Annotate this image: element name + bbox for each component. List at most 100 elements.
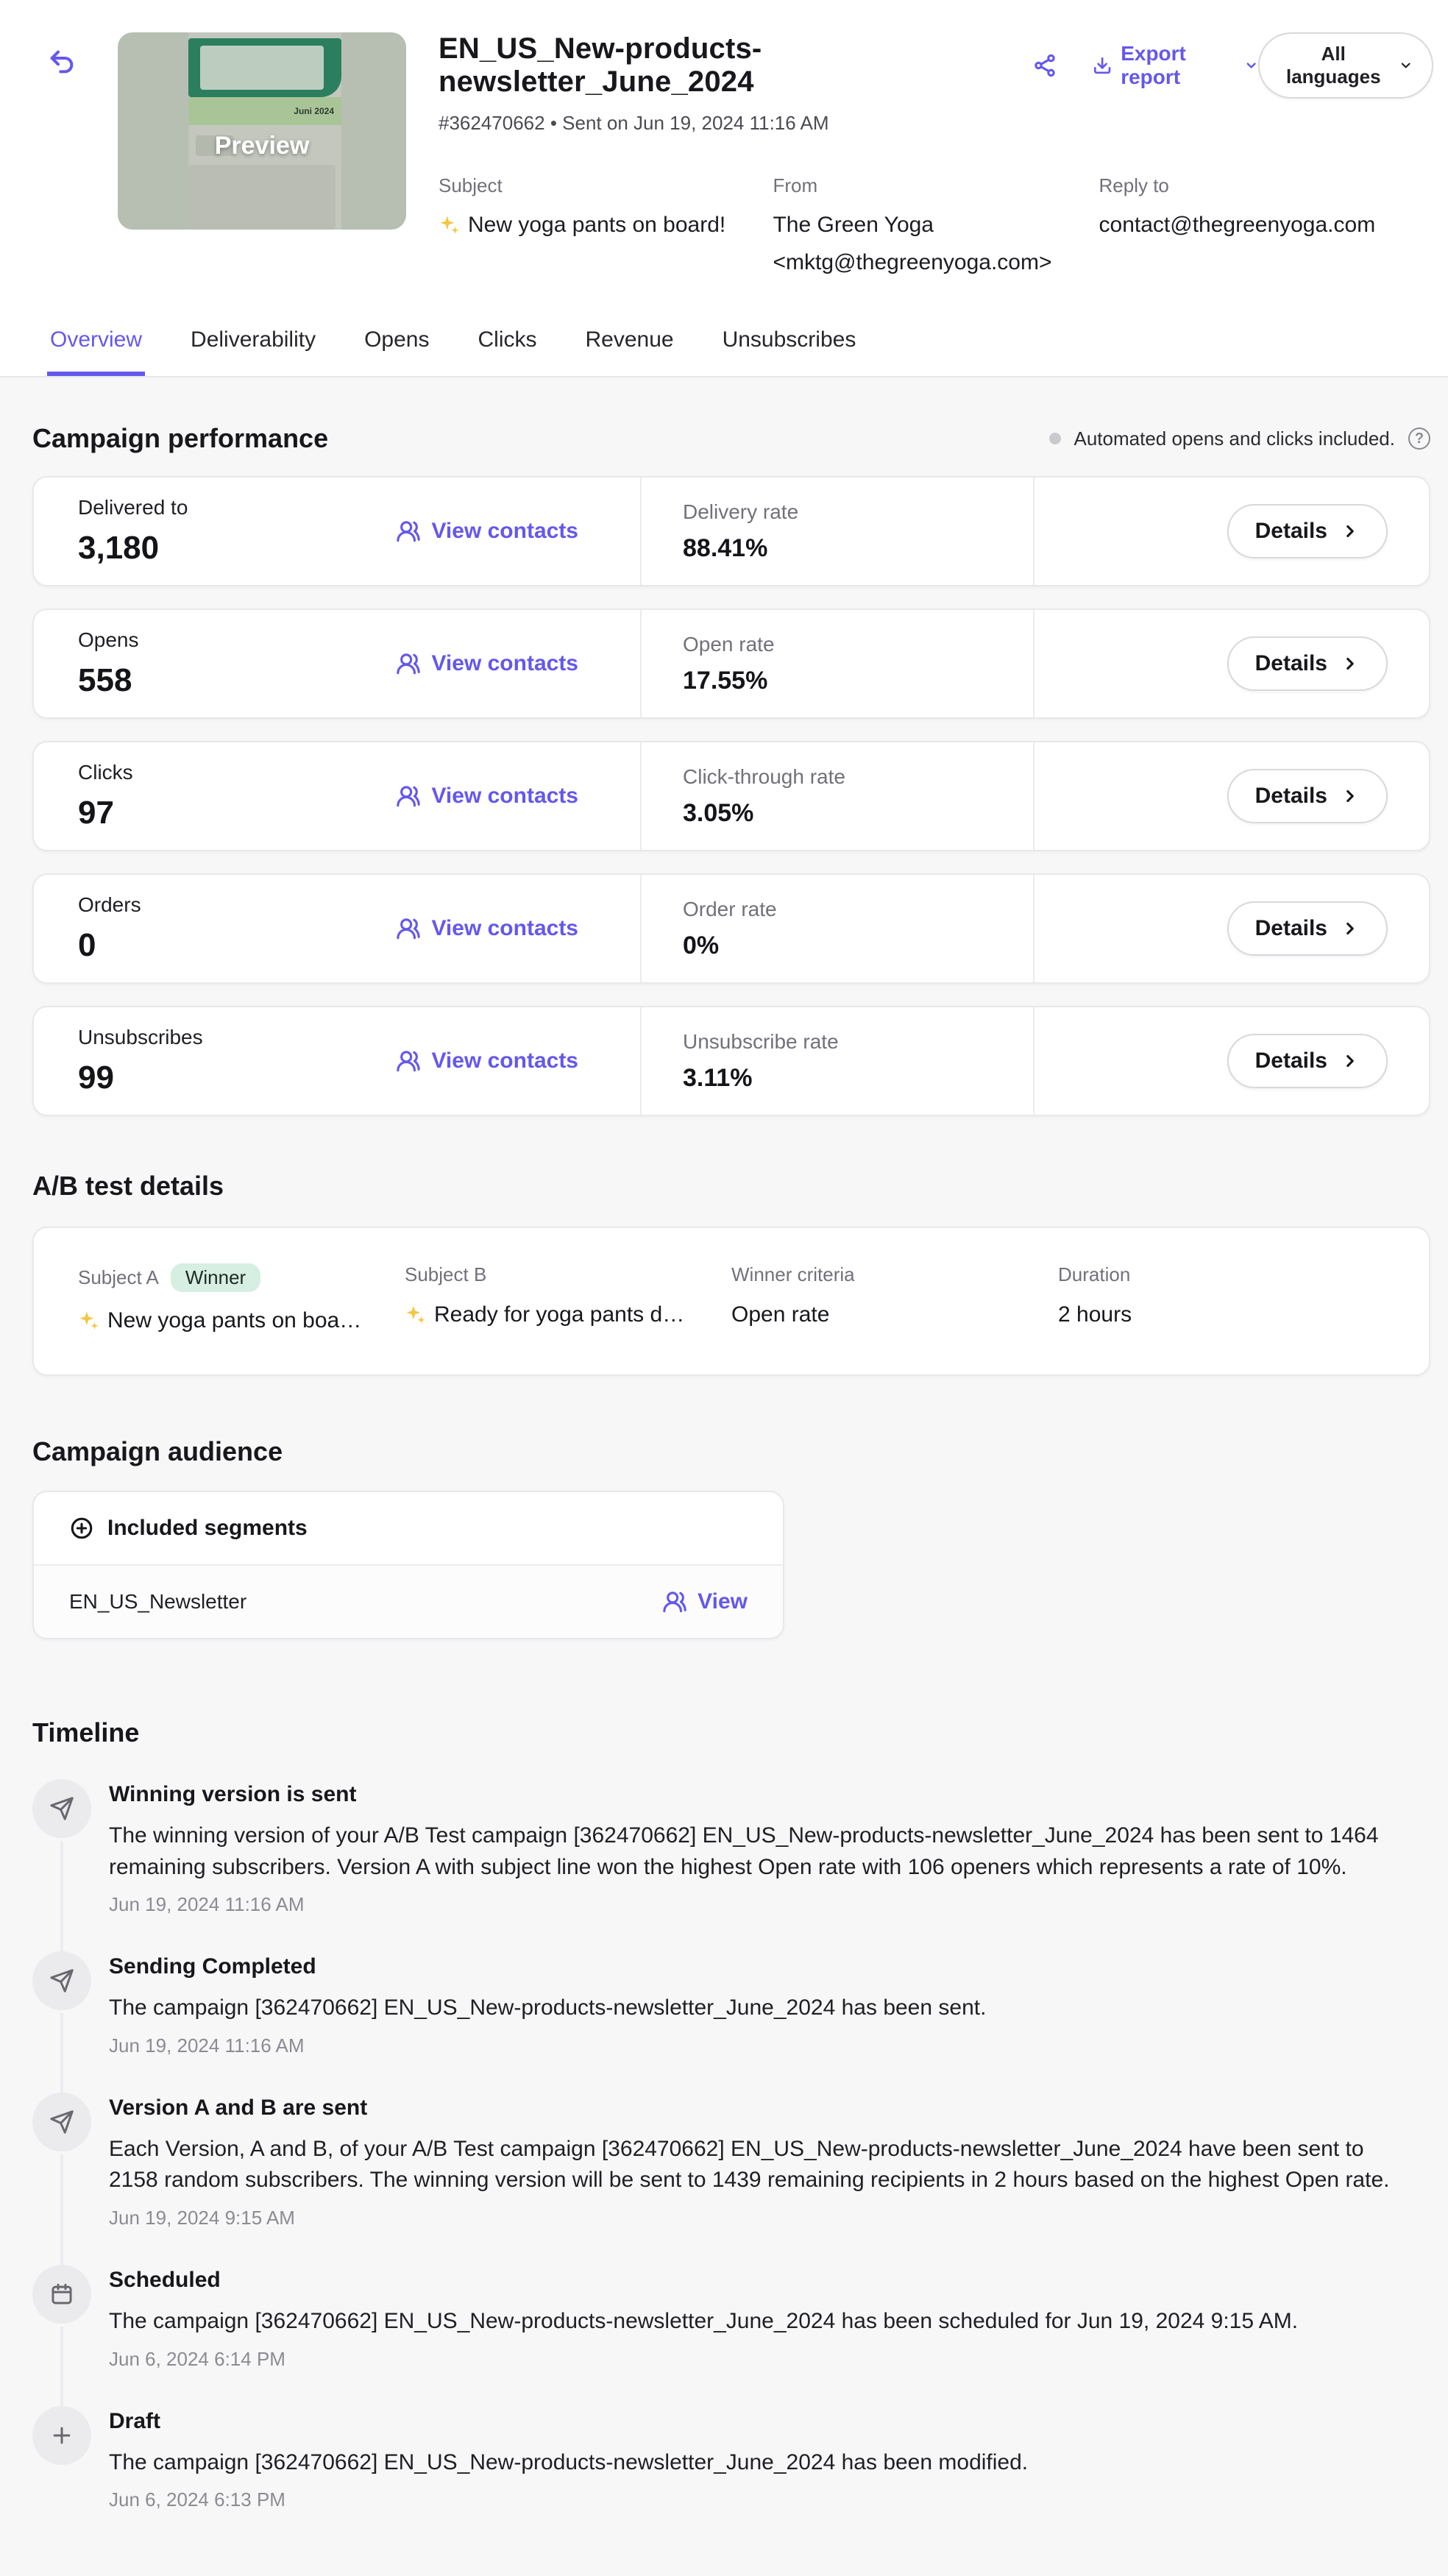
metric-label: Unsubscribes bbox=[78, 1026, 203, 1049]
automated-note: Automated opens and clicks included. ? bbox=[1048, 427, 1430, 450]
timeline-entry: Winning version is sent The winning vers… bbox=[32, 1779, 1430, 1955]
sparkles-icon bbox=[440, 216, 459, 235]
tab-overview[interactable]: Overview bbox=[47, 319, 146, 376]
view-contacts-link[interactable]: View contacts bbox=[396, 784, 578, 809]
rate-value: 17.55% bbox=[683, 666, 768, 695]
timeline-entry-timestamp: Jun 19, 2024 11:16 AM bbox=[109, 1893, 305, 1916]
reply-to-value: contact@thegreenyoga.com bbox=[1099, 213, 1376, 237]
plus-icon bbox=[53, 2427, 71, 2444]
details-button[interactable]: Details bbox=[1227, 901, 1388, 956]
timeline-entry-timestamp: Jun 6, 2024 6:13 PM bbox=[109, 2488, 285, 2511]
tab-clicks[interactable]: Clicks bbox=[478, 327, 537, 352]
timeline-section: Timeline Winning version is sent The win… bbox=[32, 1717, 1430, 2547]
winner-criteria-value: Open rate bbox=[731, 1302, 830, 1327]
export-report-label: Export report bbox=[1121, 42, 1186, 88]
timeline-entry: Sending Completed The campaign [36247066… bbox=[32, 1951, 1430, 2096]
tab-unsubscribes[interactable]: Unsubscribes bbox=[722, 327, 856, 352]
language-selector[interactable]: All languages bbox=[1257, 32, 1433, 99]
users-icon bbox=[397, 653, 421, 675]
timeline-entry-title: Winning version is sent bbox=[109, 1782, 357, 1806]
chevron-right-icon bbox=[1346, 525, 1354, 538]
subject-a-label: Subject A bbox=[78, 1266, 159, 1288]
sparkles-icon bbox=[79, 1311, 99, 1330]
preview-date-band: Juni 2024 bbox=[188, 97, 341, 125]
send-icon bbox=[50, 1797, 74, 1820]
view-contacts-link[interactable]: View contacts bbox=[396, 651, 578, 676]
view-contacts-link[interactable]: View contacts bbox=[396, 916, 578, 941]
chevron-right-icon bbox=[1346, 657, 1354, 670]
rate-value: 0% bbox=[683, 931, 720, 959]
details-button[interactable]: Details bbox=[1227, 636, 1388, 691]
details-button[interactable]: Details bbox=[1227, 1034, 1388, 1088]
details-button[interactable]: Details bbox=[1227, 504, 1388, 558]
campaign-audience-title: Campaign audience bbox=[32, 1436, 283, 1466]
duration-column: Duration 2 hours bbox=[1058, 1263, 1385, 1333]
view-segment-link[interactable]: View bbox=[662, 1589, 748, 1614]
from-field: From The Green Yoga <mktg@thegreenyoga.c… bbox=[773, 174, 1099, 277]
share-icon bbox=[1034, 54, 1055, 77]
tab-revenue[interactable]: Revenue bbox=[585, 327, 674, 352]
subject-b-label: Subject B bbox=[405, 1263, 487, 1285]
campaign-performance-header: Campaign performance Automated opens and… bbox=[32, 423, 1430, 454]
segment-name: EN_US_Newsletter bbox=[69, 1590, 247, 1613]
timeline-icon bbox=[32, 2092, 91, 2151]
rate-value: 3.11% bbox=[683, 1063, 753, 1092]
export-report-button[interactable]: Export report bbox=[1093, 42, 1258, 89]
timeline-entry-title: Draft bbox=[109, 2408, 161, 2433]
tab-deliverability[interactable]: Deliverability bbox=[191, 327, 316, 352]
undo-arrow-icon bbox=[50, 50, 74, 74]
rate-label: Delivery rate bbox=[683, 500, 799, 523]
language-selector-label: All languages bbox=[1285, 43, 1381, 88]
preview-overlay-label: Preview bbox=[214, 131, 310, 160]
users-icon bbox=[397, 786, 421, 807]
send-icon bbox=[50, 1969, 74, 1993]
timeline-entry-body: The campaign [362470662] EN_US_New-produ… bbox=[109, 2308, 1299, 2333]
subject-b-value: Ready for yoga pants d… bbox=[434, 1302, 685, 1327]
tab-opens[interactable]: Opens bbox=[364, 327, 430, 352]
report-tabs: Overview Deliverability Opens Clicks Rev… bbox=[0, 319, 1448, 377]
automated-note-text: Automated opens and clicks included. bbox=[1073, 427, 1396, 450]
users-icon bbox=[397, 1051, 421, 1072]
calendar-icon bbox=[52, 2283, 72, 2304]
note-dot bbox=[1048, 433, 1061, 444]
view-contacts-link[interactable]: View contacts bbox=[396, 1049, 578, 1074]
subject-field: Subject New yoga pants on board! bbox=[439, 174, 773, 277]
report-content: Campaign performance Automated opens and… bbox=[0, 377, 1448, 2576]
timeline-entry-body: The winning version of your A/B Test cam… bbox=[109, 1823, 1379, 1879]
reply-to-field: Reply to contact@thegreenyoga.com bbox=[1099, 174, 1433, 277]
winner-badge: Winner bbox=[170, 1263, 261, 1292]
circle-plus-icon bbox=[71, 1517, 93, 1539]
chevron-right-icon bbox=[1346, 922, 1354, 935]
from-name: The Green Yoga bbox=[773, 213, 934, 237]
help-icon[interactable]: ? bbox=[1408, 427, 1430, 450]
sparkles-icon bbox=[406, 1305, 425, 1324]
ab-test-card: Subject A Winner New yoga pants on boa… … bbox=[32, 1227, 1430, 1376]
details-button[interactable]: Details bbox=[1227, 769, 1388, 823]
timeline-icon bbox=[32, 1779, 91, 1838]
timeline-icon bbox=[32, 2264, 91, 2324]
timeline-entry: Scheduled The campaign [362470662] EN_US… bbox=[32, 2264, 1430, 2409]
chevron-right-icon bbox=[1346, 1054, 1354, 1068]
from-label: From bbox=[773, 174, 818, 196]
ab-test-title: A/B test details bbox=[32, 1171, 224, 1201]
back-button[interactable] bbox=[47, 47, 79, 79]
rate-label: Unsubscribe rate bbox=[683, 1029, 839, 1053]
preview-overlay: Preview bbox=[118, 32, 406, 230]
preview-header-block bbox=[188, 38, 341, 97]
report-header: Juni 2024 Preview EN_US_New-products-new… bbox=[0, 0, 1448, 377]
timeline-entry: Version A and B are sent Each Version, A… bbox=[32, 2092, 1430, 2268]
email-preview-thumbnail[interactable]: Juni 2024 Preview bbox=[118, 32, 406, 230]
timeline-entry-title: Sending Completed bbox=[109, 1954, 316, 1979]
preview-date-label: Juni 2024 bbox=[294, 106, 334, 116]
audience-card: Included segments EN_US_Newsletter View bbox=[32, 1491, 784, 1639]
timeline-entry-title: Version A and B are sent bbox=[109, 2095, 368, 2120]
metric-value: 558 bbox=[78, 662, 132, 698]
view-contacts-link[interactable]: View contacts bbox=[396, 519, 578, 544]
chevron-down-icon bbox=[1246, 63, 1256, 68]
download-icon bbox=[1093, 57, 1111, 74]
metric-value: 97 bbox=[78, 795, 114, 831]
segment-row: EN_US_Newsletter View bbox=[34, 1566, 783, 1638]
subject-a-column: Subject A Winner New yoga pants on boa… bbox=[78, 1263, 405, 1333]
subject-b-column: Subject B Ready for yoga pants d… bbox=[405, 1263, 731, 1333]
share-button[interactable] bbox=[1032, 53, 1057, 78]
